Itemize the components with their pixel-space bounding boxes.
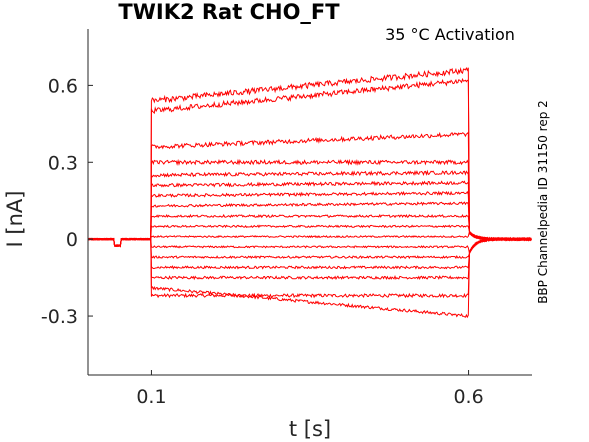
y-axis-label: I [nA] bbox=[3, 191, 27, 248]
side-label: BBP Channelpedia ID 31150 rep 2 bbox=[536, 100, 550, 304]
trace-line-12 bbox=[87, 180, 532, 248]
trace-line-17 bbox=[88, 66, 532, 247]
x-axis-label: t [s] bbox=[289, 417, 331, 441]
trace-line-11 bbox=[87, 190, 532, 248]
y-ticks: -0.3 0 0.3 0.6 bbox=[41, 75, 93, 328]
trace-line-15 bbox=[87, 131, 532, 247]
trace-line-8 bbox=[87, 224, 532, 247]
y-tick-label: -0.3 bbox=[41, 306, 78, 328]
x-ticks: 0.1 0.6 bbox=[136, 370, 484, 408]
y-tick-label: 0.6 bbox=[48, 75, 78, 97]
trace-line-3 bbox=[87, 236, 532, 281]
trace-line-2 bbox=[88, 236, 532, 319]
trace-line-13 bbox=[87, 169, 532, 247]
trace-line-10 bbox=[87, 201, 532, 247]
chart-subtitle: 35 °C Activation bbox=[385, 25, 515, 44]
trace-line-6 bbox=[87, 237, 532, 254]
trace-line-9 bbox=[87, 213, 532, 248]
trace-line-16 bbox=[87, 77, 532, 247]
trace-line-14 bbox=[87, 158, 532, 247]
y-tick-label: 0.3 bbox=[48, 152, 78, 174]
trace-line-7 bbox=[87, 229, 532, 247]
trace-line-1 bbox=[87, 236, 532, 299]
x-tick-label: 0.6 bbox=[453, 386, 483, 408]
y-tick-label: 0 bbox=[66, 229, 78, 251]
x-tick-label: 0.1 bbox=[136, 386, 166, 408]
trace-line-5 bbox=[87, 236, 532, 260]
traces-group bbox=[87, 66, 532, 319]
chart-title: TWIK2 Rat CHO_FT bbox=[118, 0, 340, 24]
trace-line-4 bbox=[87, 237, 532, 270]
